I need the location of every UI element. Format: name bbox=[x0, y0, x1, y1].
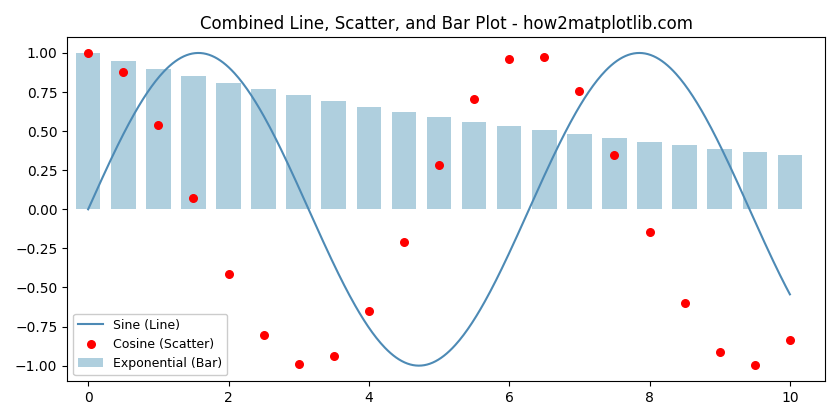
Sine (Line) bbox=[465, 325, 475, 330]
Sine (Line) bbox=[413, 363, 423, 368]
Bar bbox=[672, 145, 697, 209]
Cosine (Scatter) bbox=[502, 56, 516, 63]
Cosine (Scatter) bbox=[222, 271, 235, 278]
Cosine (Scatter) bbox=[608, 152, 622, 158]
Bar bbox=[462, 122, 486, 209]
Bar bbox=[778, 155, 802, 209]
Bar bbox=[707, 149, 732, 209]
Bar bbox=[251, 89, 276, 209]
Bar bbox=[286, 95, 311, 209]
Bar bbox=[216, 83, 241, 209]
Sine (Line) bbox=[502, 255, 512, 260]
Bar bbox=[356, 107, 381, 209]
Cosine (Scatter) bbox=[573, 88, 586, 95]
Cosine (Scatter) bbox=[151, 121, 165, 128]
Cosine (Scatter) bbox=[81, 50, 95, 56]
Bar bbox=[497, 126, 522, 209]
Bar bbox=[391, 112, 417, 209]
Bar bbox=[602, 138, 627, 209]
Cosine (Scatter) bbox=[433, 162, 446, 168]
Cosine (Scatter) bbox=[678, 300, 691, 307]
Bar bbox=[532, 131, 557, 209]
Cosine (Scatter) bbox=[327, 352, 340, 359]
Cosine (Scatter) bbox=[783, 337, 796, 344]
Bar bbox=[638, 142, 662, 209]
Cosine (Scatter) bbox=[397, 239, 411, 246]
Cosine (Scatter) bbox=[117, 69, 130, 76]
Sine (Line) bbox=[417, 363, 428, 368]
Sine (Line) bbox=[634, 50, 644, 55]
Cosine (Scatter) bbox=[257, 331, 270, 338]
Cosine (Scatter) bbox=[467, 95, 480, 102]
Sine (Line) bbox=[83, 207, 93, 212]
Legend: Sine (Line), Cosine (Scatter), Exponential (Bar): Sine (Line), Cosine (Scatter), Exponenti… bbox=[73, 313, 228, 375]
Bar bbox=[743, 152, 767, 209]
Cosine (Scatter) bbox=[713, 349, 727, 355]
Cosine (Scatter) bbox=[748, 362, 762, 369]
Cosine (Scatter) bbox=[643, 229, 656, 236]
Sine (Line) bbox=[422, 362, 432, 367]
Sine (Line) bbox=[785, 292, 795, 297]
Bar bbox=[322, 101, 346, 209]
Bar bbox=[181, 76, 206, 209]
Cosine (Scatter) bbox=[292, 361, 306, 368]
Bar bbox=[111, 61, 135, 209]
Bar bbox=[427, 117, 451, 209]
Bar bbox=[76, 53, 101, 209]
Sine (Line) bbox=[771, 264, 781, 269]
Cosine (Scatter) bbox=[362, 308, 375, 315]
Title: Combined Line, Scatter, and Bar Plot - how2matplotlib.com: Combined Line, Scatter, and Bar Plot - h… bbox=[200, 15, 692, 33]
Bar bbox=[146, 68, 171, 209]
Sine (Line) bbox=[661, 62, 671, 67]
Bar bbox=[567, 134, 591, 209]
Line: Sine (Line): Sine (Line) bbox=[88, 53, 790, 366]
Cosine (Scatter) bbox=[186, 195, 200, 202]
Cosine (Scatter) bbox=[538, 53, 551, 60]
